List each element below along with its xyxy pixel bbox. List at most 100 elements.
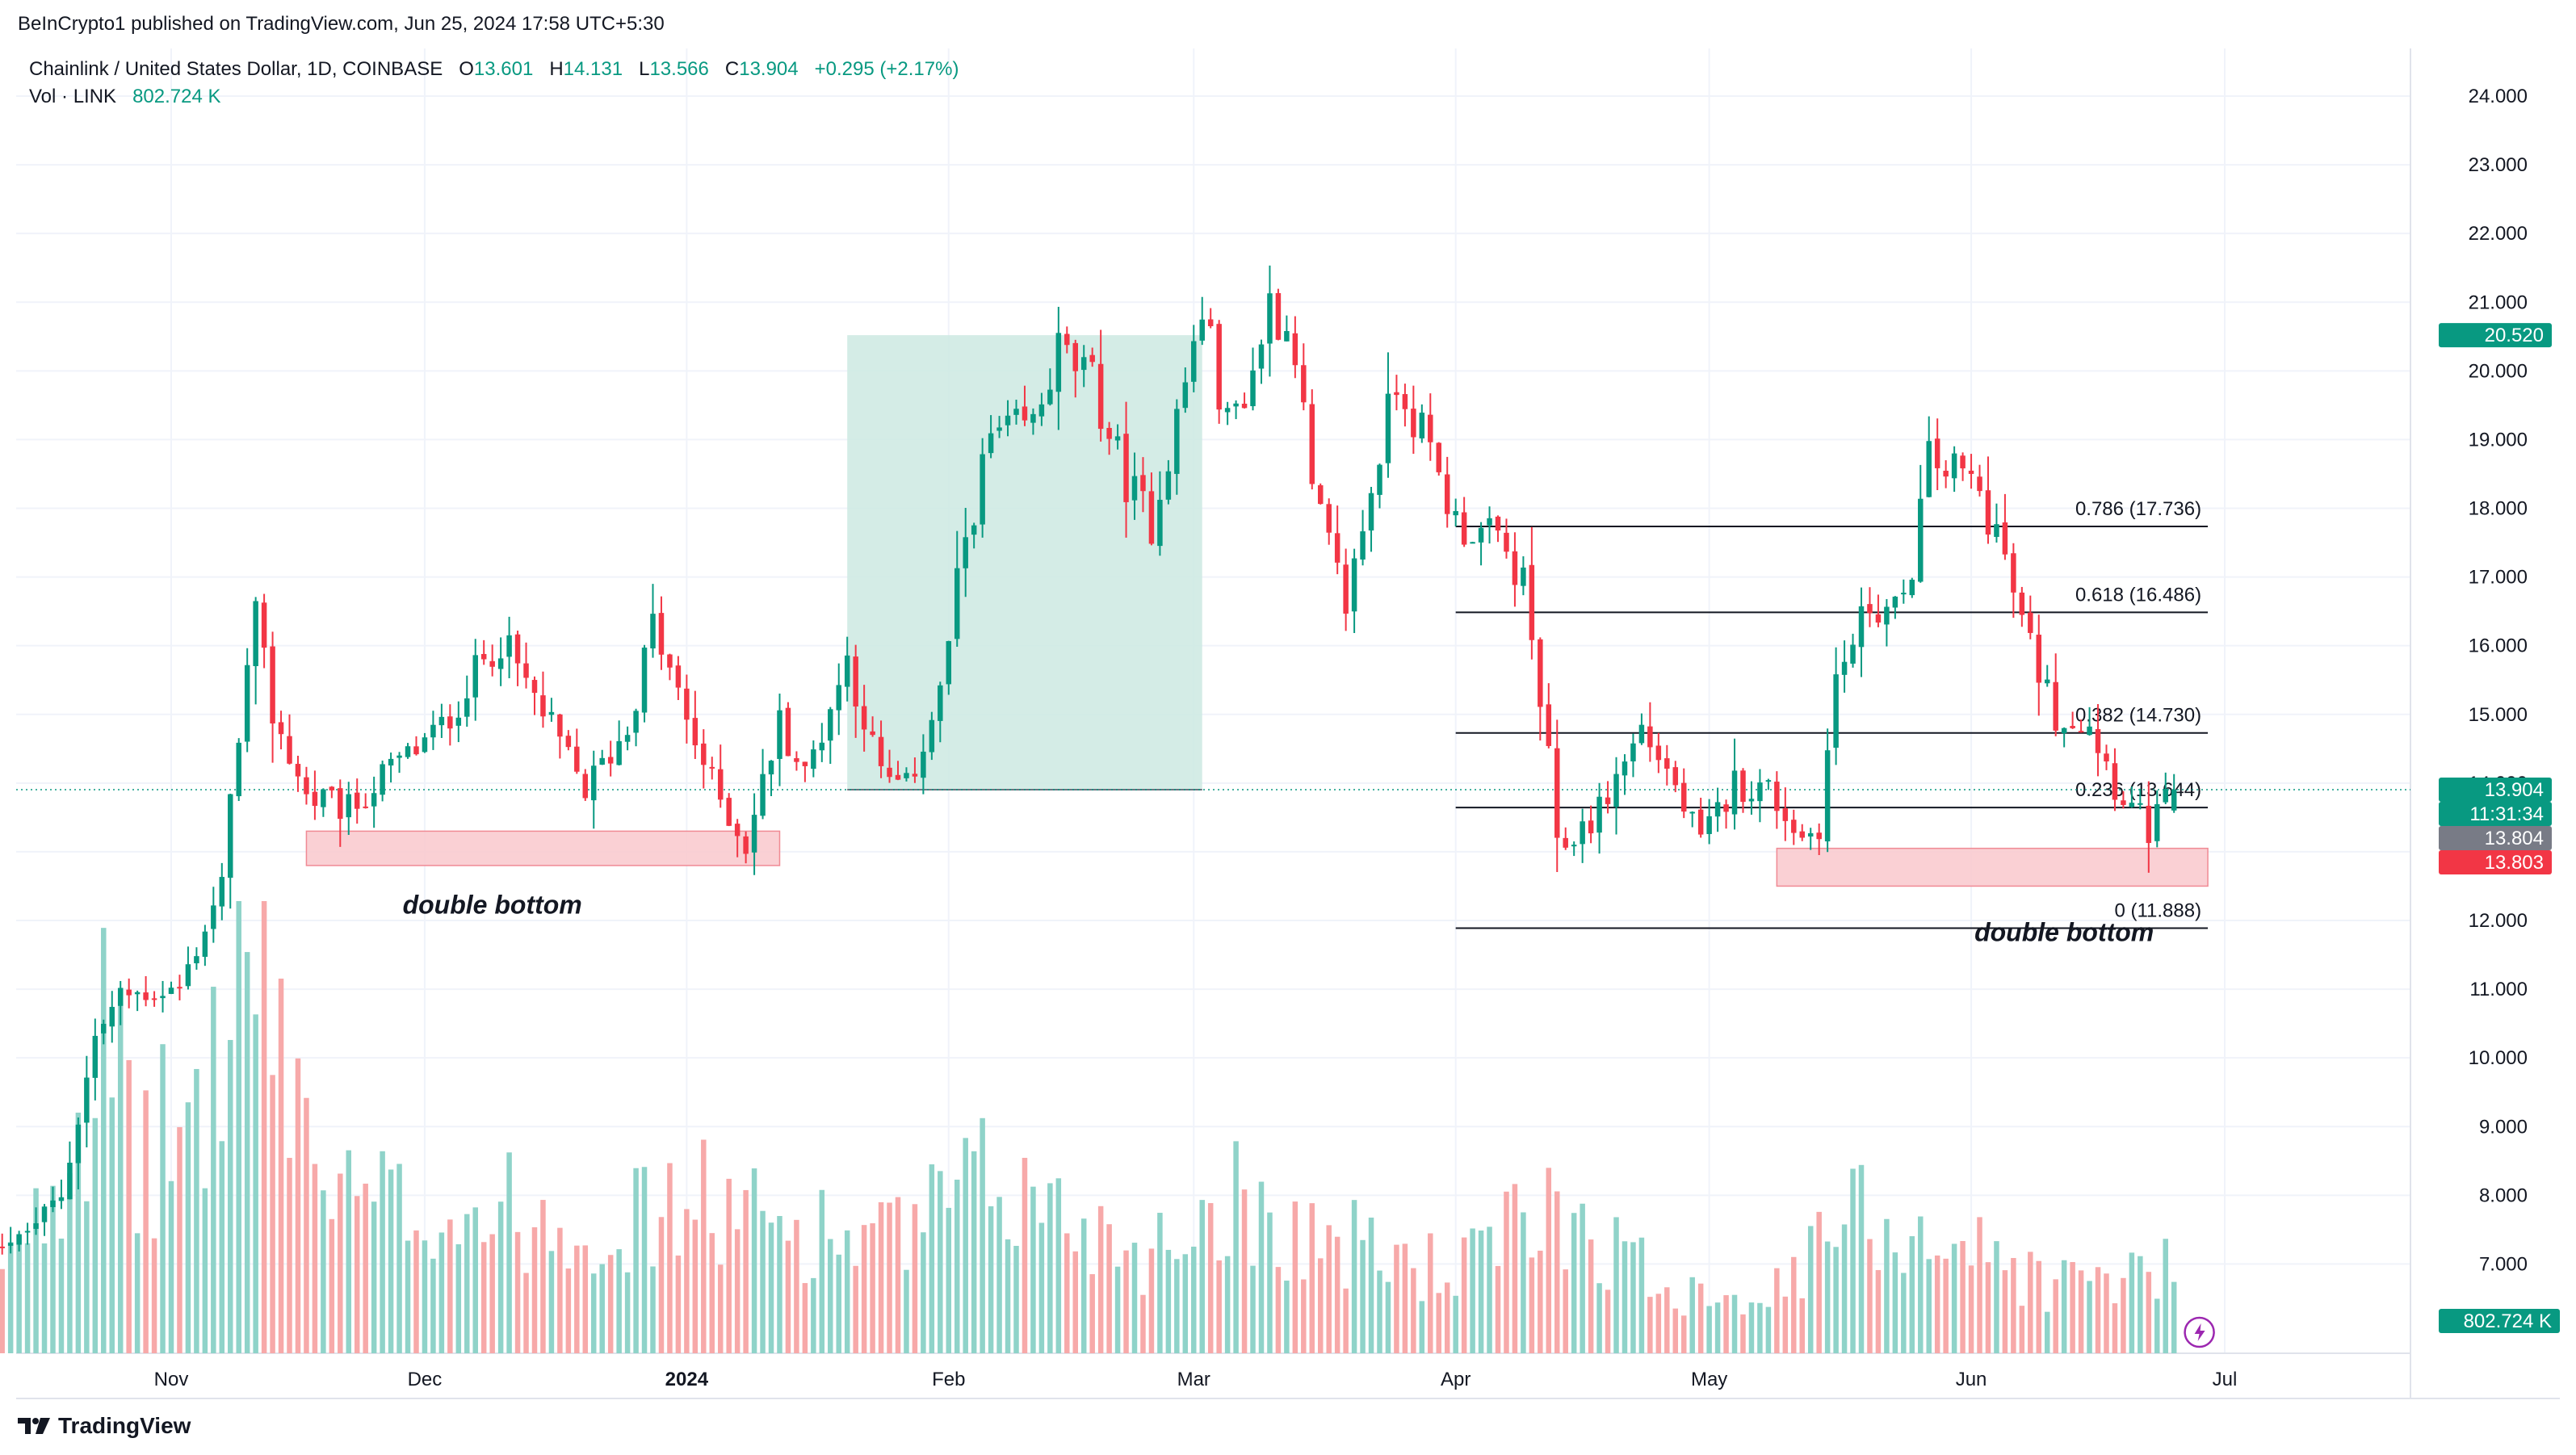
volume-bar bbox=[1131, 1243, 1138, 1353]
volume-bar bbox=[1022, 1157, 1028, 1353]
volume-bar bbox=[143, 1090, 149, 1353]
candle-body bbox=[1377, 464, 1382, 495]
x-tick-label: Dec bbox=[408, 1369, 443, 1390]
candle-body bbox=[447, 716, 453, 729]
candle-body bbox=[1926, 441, 1932, 497]
volume-bar bbox=[134, 1233, 141, 1353]
lightning-glyph bbox=[2194, 1323, 2205, 1341]
volume-bar bbox=[160, 1044, 166, 1353]
volume-bar bbox=[151, 1238, 157, 1353]
volume-bar bbox=[219, 1141, 225, 1353]
close-key: C bbox=[724, 58, 740, 80]
candle-body bbox=[675, 665, 682, 688]
candle-body bbox=[1428, 414, 1433, 442]
volume-bar bbox=[616, 1249, 622, 1353]
candle-body bbox=[438, 716, 445, 726]
candle-body bbox=[1182, 382, 1189, 409]
volume-bar bbox=[1165, 1249, 1172, 1353]
candle-body bbox=[1697, 809, 1704, 835]
candle-body bbox=[861, 706, 867, 730]
volume-bar bbox=[1655, 1294, 1662, 1353]
volume-bar bbox=[168, 1180, 174, 1353]
volume-bar bbox=[1267, 1212, 1273, 1353]
candle-body bbox=[1994, 524, 1999, 537]
fibonacci-levels[interactable]: 0.786 (17.736) 0.618 (16.486) 0.382 (14.73… bbox=[16, 498, 2410, 929]
candle-body bbox=[270, 646, 275, 723]
candle-body bbox=[0, 1246, 5, 1248]
candle-body bbox=[1478, 527, 1484, 543]
candle-body bbox=[802, 761, 808, 766]
volume-bar bbox=[1504, 1191, 1509, 1353]
candle-body bbox=[878, 736, 884, 766]
candle-body bbox=[185, 964, 191, 987]
volume-bar bbox=[177, 1126, 183, 1353]
candle-body bbox=[1038, 404, 1045, 417]
y-tick-label: 18.000 bbox=[2469, 498, 2528, 520]
candle-body bbox=[244, 665, 250, 742]
volume-bar bbox=[1385, 1281, 1391, 1353]
candle-body bbox=[870, 731, 875, 736]
candle-body bbox=[2053, 681, 2058, 731]
candle-body bbox=[1571, 845, 1577, 847]
volume-bar bbox=[684, 1209, 690, 1353]
volume-bar bbox=[1697, 1283, 1704, 1353]
volume-bar bbox=[912, 1204, 918, 1353]
price-badge-bg-1 bbox=[2439, 778, 2552, 803]
y-tick-label: 15.000 bbox=[2469, 704, 2528, 726]
candle-body bbox=[743, 836, 749, 854]
y-tick-label: 21.000 bbox=[2469, 291, 2528, 313]
candle-body bbox=[7, 1243, 14, 1246]
candle-body bbox=[980, 454, 985, 525]
candle-body bbox=[1005, 415, 1011, 426]
open-key: O bbox=[459, 58, 474, 80]
volume-bar bbox=[1191, 1246, 1197, 1353]
candle-body bbox=[1538, 639, 1543, 707]
double-bottom-label-2: double bottom bbox=[1974, 918, 2154, 947]
candle-body bbox=[1630, 743, 1636, 761]
volume-bar bbox=[1799, 1298, 1805, 1353]
volume-bar bbox=[1791, 1256, 1797, 1353]
price-badge-3: 13.804 bbox=[2485, 828, 2544, 849]
candle-body bbox=[1165, 471, 1172, 500]
candle-body bbox=[1301, 365, 1307, 403]
volume-bar bbox=[1114, 1266, 1121, 1353]
volume-bar bbox=[1064, 1233, 1070, 1353]
volume-bar bbox=[921, 1232, 926, 1353]
volume-bar bbox=[497, 1201, 504, 1353]
fib-level-label-2: 0.382 (14.730) bbox=[2075, 705, 2201, 727]
volume-bar bbox=[438, 1232, 445, 1353]
volume-bar bbox=[1157, 1213, 1163, 1353]
volume-bar bbox=[1664, 1287, 1670, 1353]
candle-body bbox=[236, 742, 241, 797]
tradingview-footer[interactable]: TradingView bbox=[16, 1413, 191, 1439]
volume-bar bbox=[574, 1245, 580, 1353]
volume-bar bbox=[819, 1189, 825, 1353]
volume-bar bbox=[2138, 1256, 2143, 1353]
candle-body bbox=[1199, 319, 1205, 341]
volume-bar bbox=[2171, 1281, 2177, 1353]
volume-bar bbox=[1444, 1282, 1450, 1353]
volume-bar bbox=[1884, 1218, 1890, 1353]
candle-body bbox=[1892, 596, 1898, 608]
x-tick-label: 2024 bbox=[665, 1369, 709, 1390]
volume-bar bbox=[109, 1097, 115, 1353]
volume-bar bbox=[2078, 1270, 2084, 1353]
candle-body bbox=[988, 433, 994, 454]
volume-bar bbox=[1740, 1314, 1746, 1353]
volume-bar bbox=[2146, 1272, 2152, 1353]
candle-body bbox=[1089, 354, 1095, 363]
candle-body bbox=[1554, 748, 1560, 838]
volume-bar bbox=[2002, 1270, 2008, 1353]
candle-body bbox=[709, 766, 715, 769]
candle-body bbox=[1148, 491, 1155, 544]
candle-body bbox=[1444, 474, 1450, 514]
candle-body bbox=[1918, 498, 1924, 582]
volume-bar bbox=[607, 1255, 614, 1353]
volume-bar bbox=[1850, 1168, 1856, 1353]
volume-bar bbox=[954, 1179, 960, 1353]
volume-bar bbox=[287, 1157, 292, 1353]
volume-bar bbox=[1284, 1281, 1290, 1353]
volume-bar bbox=[1723, 1295, 1729, 1353]
candle-body bbox=[2129, 803, 2135, 807]
